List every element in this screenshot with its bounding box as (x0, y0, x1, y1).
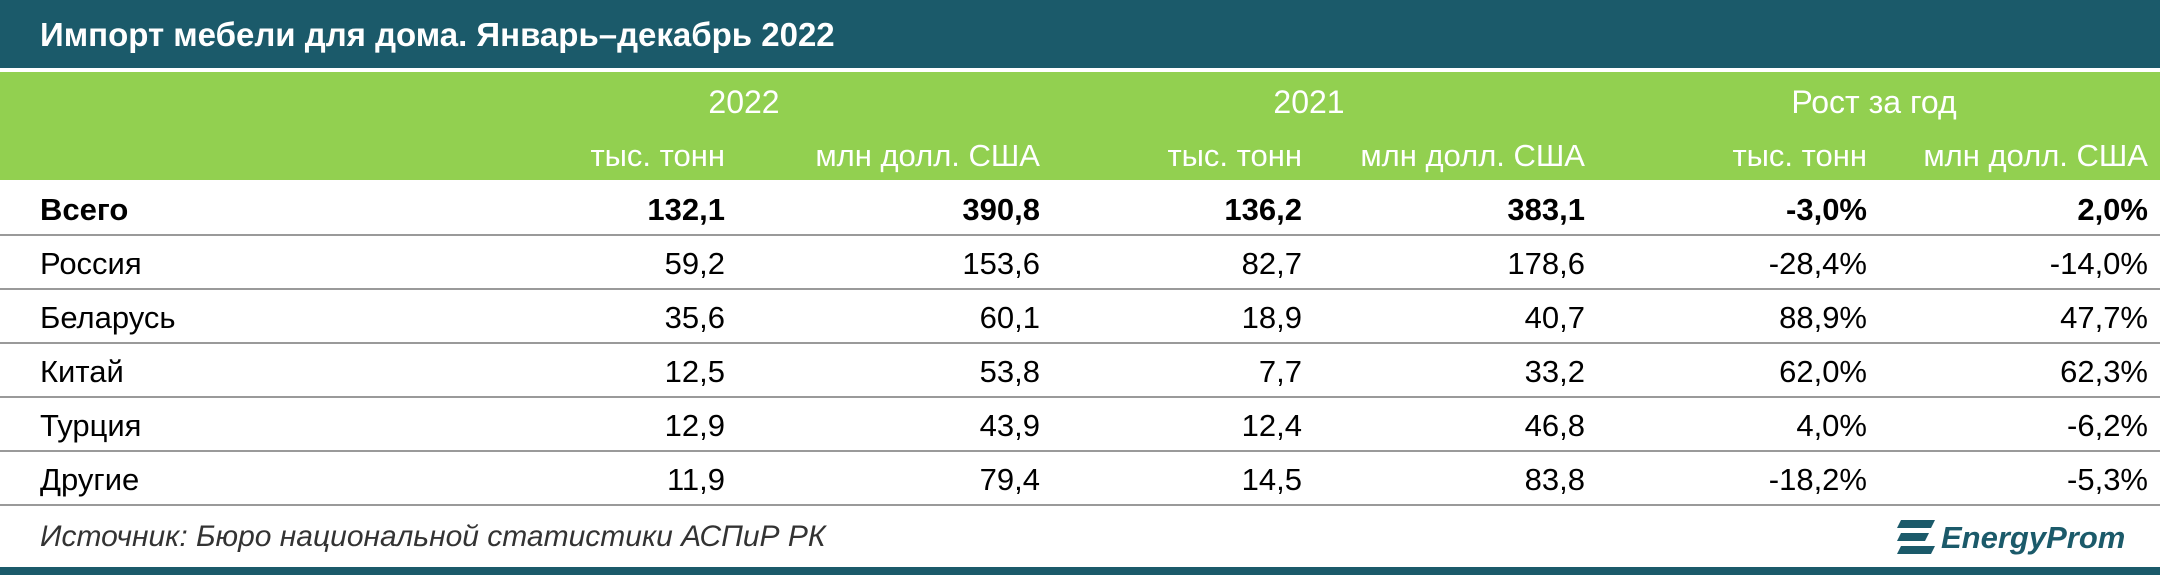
row-label: Другие (40, 462, 140, 497)
cell: 82,7 (1241, 246, 1302, 281)
group-header: 2021 (1273, 84, 1345, 120)
cell: 4,0% (1796, 408, 1867, 443)
cell: 59,2 (664, 246, 725, 281)
cell: 43,9 (979, 408, 1040, 443)
row-rule (0, 450, 2160, 452)
bottom-rule (0, 567, 2160, 575)
cell: 383,1 (1507, 192, 1585, 227)
header-band (0, 72, 2160, 180)
cell: 11,9 (666, 462, 725, 497)
cell: 47,7% (2060, 300, 2148, 335)
source: Источник: Бюро национальной статистики А… (40, 520, 826, 553)
cell: 83,8 (1524, 462, 1585, 497)
cell: 35,6 (664, 300, 725, 335)
cell: -18,2% (1768, 462, 1867, 497)
cell: -14,0% (2049, 246, 2148, 281)
row-rule (0, 234, 2160, 236)
logo: EnergyProm (1897, 520, 2125, 555)
cell: 18,9 (1241, 300, 1302, 335)
unit-header: млн долл. США (1360, 138, 1585, 173)
cell: 88,9% (1779, 300, 1867, 335)
unit-header: тыс. тонн (590, 138, 725, 173)
logo-icon (1897, 520, 1935, 554)
row-rule (0, 396, 2160, 398)
cell: 390,8 (962, 192, 1040, 227)
cell: 12,5 (664, 354, 725, 389)
row-rule (0, 342, 2160, 344)
title: Импорт мебели для дома. Январь–декабрь 2… (40, 16, 835, 53)
cell: 62,3% (2060, 354, 2148, 389)
unit-header: тыс. тонн (1732, 138, 1867, 173)
row-label: Россия (40, 246, 142, 281)
row-label: Китай (40, 354, 124, 389)
cell: 40,7 (1524, 300, 1585, 335)
cell: 132,1 (647, 192, 725, 227)
cell: 62,0% (1779, 354, 1867, 389)
unit-header: млн долл. США (815, 138, 1040, 173)
cell: -5,3% (2067, 462, 2148, 497)
cell: 33,2 (1524, 354, 1585, 389)
cell: -28,4% (1768, 246, 1867, 281)
cell: 2,0% (2077, 192, 2148, 227)
cell: 178,6 (1507, 246, 1585, 281)
cell: 53,8 (979, 354, 1040, 389)
cell: -3,0% (1786, 192, 1867, 227)
cell: 79,4 (979, 462, 1040, 497)
row-label: Беларусь (40, 300, 176, 335)
group-header: 2022 (708, 84, 780, 120)
cell: 153,6 (962, 246, 1040, 281)
cell: 46,8 (1524, 408, 1585, 443)
logo-text: EnergyProm (1941, 520, 2125, 555)
row-label: Турция (40, 408, 142, 443)
cell: 12,9 (664, 408, 725, 443)
unit-header: млн долл. США (1923, 138, 2148, 173)
cell: 14,5 (1241, 462, 1302, 497)
unit-header: тыс. тонн (1167, 138, 1302, 173)
row-rule (0, 504, 2160, 506)
cell: -6,2% (2067, 408, 2148, 443)
cell: 60,1 (979, 300, 1040, 335)
cell: 7,7 (1258, 354, 1302, 389)
row-label: Всего (40, 192, 129, 227)
title-bar (0, 0, 2160, 68)
cell: 136,2 (1224, 192, 1302, 227)
group-header: Рост за год (1791, 84, 1957, 120)
cell: 12,4 (1241, 408, 1302, 443)
row-rule (0, 288, 2160, 290)
